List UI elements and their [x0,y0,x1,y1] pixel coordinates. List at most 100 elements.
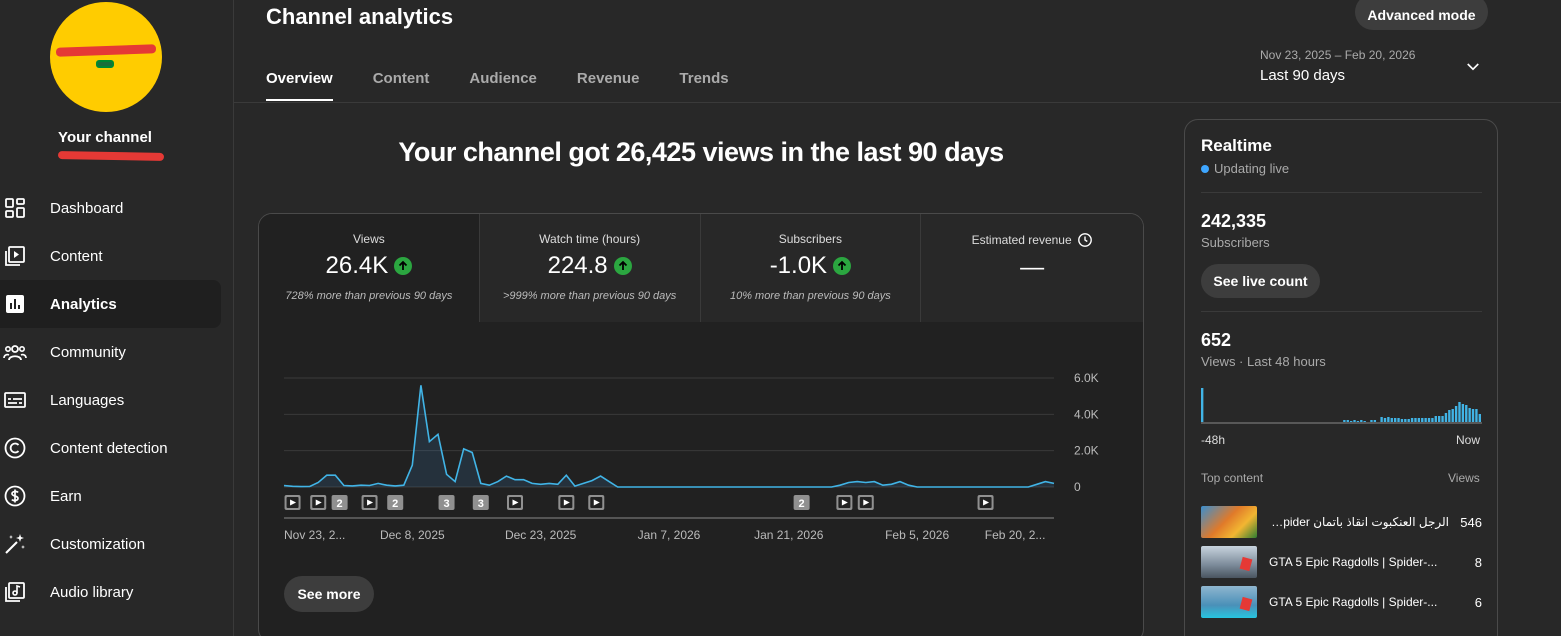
metric-label: Estimated revenue [971,233,1072,247]
video-marker[interactable] [284,495,301,510]
header-divider [234,102,1561,103]
x-tick-label: Jan 7, 2026 [638,528,701,542]
realtime-bar [1414,418,1417,422]
video-marker[interactable] [558,495,575,510]
sidebar-item-label: Audio library [50,583,134,601]
tab-revenue[interactable]: Revenue [576,70,640,87]
realtime-bar [1370,420,1373,422]
y-tick-label: 4.0K [1074,407,1099,421]
avatar-face [96,60,114,68]
x-tick-label: Dec 23, 2025 [505,528,577,542]
subscriber-count: 242,335 [1201,211,1267,231]
content-icon [5,246,25,266]
sidebar-item-dashboard[interactable]: Dashboard [0,184,234,232]
realtime-bar [1454,406,1458,422]
x-tick-label: Dec 8, 2025 [380,528,445,542]
sidebar-item-audio-library[interactable]: Audio library [0,568,234,616]
sidebar-item-analytics[interactable]: Analytics [0,280,221,328]
video-marker[interactable] [507,495,523,510]
video-marker[interactable] [836,495,853,510]
overview-card: Views 26.4K 728% more than previous 90 d… [258,213,1144,636]
x-tick-label: Nov 23, 2... [284,528,345,542]
sidebar-nav: Dashboard Content Analytics Community Langua… [0,184,234,616]
metric-subscribers[interactable]: Subscribers -1.0K 10% more than previous… [700,214,922,322]
realtime-bar-chart[interactable] [1201,380,1482,425]
metric-label: Views [352,232,385,246]
tab-content[interactable]: Content [372,70,430,87]
channel-label: Your channel [58,129,152,146]
y-tick-label: 6.0K [1074,371,1099,385]
sidebar-item-languages[interactable]: Languages [0,376,234,424]
realtime-bar [1451,409,1454,422]
top-content-row[interactable]: GTA 5 Epic Ragdolls | Spider-... 8 [1201,546,1482,578]
video-count-marker[interactable]: 3 [438,495,455,510]
metric-value: 26.4K [325,252,389,279]
live-dot-icon [1201,164,1209,173]
see-more-button[interactable]: See more [284,576,374,612]
metric-views[interactable]: Views 26.4K 728% more than previous 90 d… [259,214,480,322]
metric-watch-time[interactable]: Watch time (hours) 224.8 >999% more than… [479,214,701,322]
realtime-bar [1201,388,1204,422]
community-icon [3,345,27,361]
realtime-bar [1404,419,1407,422]
tab-trends[interactable]: Trends [679,70,729,87]
realtime-bar [1343,420,1346,422]
top-content-row[interactable]: الرجل العنكبوت انقاذ باتمان Spider ... 5… [1201,506,1482,538]
video-count-marker[interactable]: 2 [793,495,810,510]
video-count-marker[interactable]: 2 [331,495,348,510]
marker-count: 2 [392,498,398,510]
video-count-marker[interactable]: 3 [472,495,489,510]
sidebar: Your channel Dashboard Content Analytics Co… [0,0,234,636]
dollar-icon [4,485,26,507]
realtime-bar [1373,420,1377,422]
metric-estimated-revenue[interactable]: Estimated revenue — [921,214,1143,322]
realtime-bar [1363,421,1366,422]
realtime-axis-start: -48h [1201,433,1226,447]
realtime-bar [1427,418,1431,422]
tab-audience[interactable]: Audience [469,70,537,87]
video-thumbnail [1201,586,1257,618]
video-marker[interactable] [310,495,327,510]
analytics-tabs: Overview Content Audience Revenue Trends [266,70,769,101]
sidebar-item-earn[interactable]: Earn [0,472,234,520]
video-count-marker[interactable]: 2 [387,495,404,510]
page-title: Channel analytics [266,4,454,29]
realtime-bar [1471,409,1475,422]
video-marker[interactable] [361,495,378,510]
sidebar-item-label: Dashboard [50,199,124,217]
realtime-bar [1441,416,1444,422]
realtime-title: Realtime [1201,136,1272,155]
see-live-count-button[interactable]: See live count [1201,264,1320,298]
avatar-redaction [55,44,157,57]
sidebar-item-content-detection[interactable]: Content detection [0,424,234,472]
metric-comparison: 728% more than previous 90 days [285,290,453,302]
sidebar-item-label: Content [50,247,103,265]
realtime-bar [1390,418,1393,422]
realtime-bar [1421,418,1424,422]
video-marker[interactable] [977,495,994,510]
top-content-row[interactable]: GTA 5 Epic Ragdolls | Spider-... 6 [1201,586,1482,618]
chevron-down-icon[interactable] [1464,58,1482,76]
views-line-chart[interactable]: 6.0K 4.0K 2.0K 0 2 2 3 3 2 Nov 23, 2... Dec 8, 202… [259,322,1144,562]
date-range-selector[interactable]: Nov 23, 2025 – Feb 20, 2026 Last 90 days [1260,48,1415,84]
date-preset: Last 90 days [1260,67,1346,84]
realtime-axis-end: Now [1456,433,1481,447]
metric-comparison: >999% more than previous 90 days [502,290,677,302]
tab-overview[interactable]: Overview [266,70,333,101]
marker-count: 2 [337,498,343,510]
marker-count: 3 [443,498,449,510]
video-marker[interactable] [857,495,874,510]
video-thumbnail [1201,546,1257,578]
video-title: GTA 5 Epic Ragdolls | Spider-... [1269,595,1438,609]
sidebar-item-community[interactable]: Community [0,328,234,376]
sidebar-item-content[interactable]: Content [0,232,234,280]
top-content-heading: Top content [1201,471,1264,485]
realtime-bar [1360,420,1363,422]
video-title: GTA 5 Epic Ragdolls | Spider-... [1269,555,1438,569]
channel-avatar[interactable] [50,2,162,112]
sidebar-item-customization[interactable]: Customization [0,520,234,568]
metric-label: Subscribers [778,232,843,246]
x-tick-label: Feb 5, 2026 [885,528,949,542]
video-marker[interactable] [588,495,605,510]
advanced-mode-button[interactable]: Advanced mode [1355,0,1488,30]
